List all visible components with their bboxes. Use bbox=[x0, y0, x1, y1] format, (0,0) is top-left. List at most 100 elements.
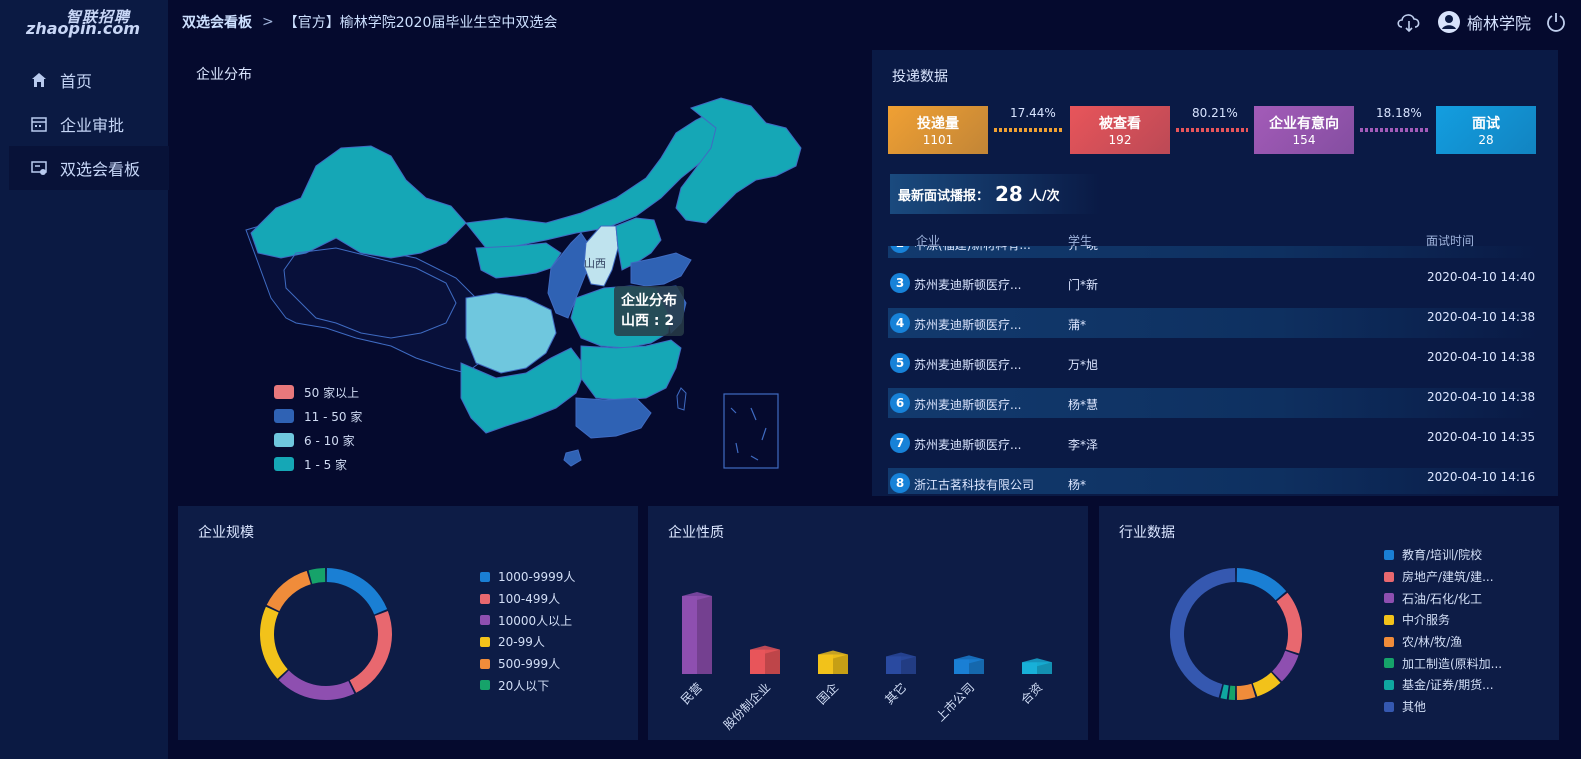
legend-item[interactable]: 基金/证券/期货... bbox=[1384, 674, 1502, 696]
table-row[interactable]: 7 苏州麦迪斯顿医疗... 李*泽 2020-04-10 14:35 bbox=[888, 428, 1538, 458]
legend-swatch bbox=[1384, 636, 1394, 647]
row-student: 万*旭 bbox=[1068, 358, 1099, 372]
donut-slice[interactable] bbox=[349, 611, 392, 693]
calendar-icon bbox=[31, 117, 47, 132]
scale-donut-chart[interactable] bbox=[246, 554, 406, 714]
legend-label: 1 - 5 家 bbox=[304, 457, 348, 472]
region-southwest bbox=[460, 347, 587, 434]
row-index-badge: 4 bbox=[890, 313, 910, 333]
donut-slice[interactable] bbox=[308, 568, 326, 584]
legend-swatch bbox=[274, 385, 294, 399]
bar[interactable] bbox=[886, 656, 916, 674]
legend-item[interactable]: 20人以下 bbox=[480, 674, 575, 696]
donut-slice[interactable] bbox=[266, 570, 311, 612]
nature-bar-chart[interactable]: 民营 股份制企业 国企 其它 上市公司 合资 bbox=[648, 506, 1088, 740]
report-count: 28 bbox=[995, 182, 1023, 206]
table-row[interactable]: 8 浙江古茗科技有限公司 杨* 2020-04-10 14:16 bbox=[888, 468, 1538, 494]
row-time: 2020-04-10 14:38 bbox=[1427, 390, 1536, 404]
bar[interactable] bbox=[750, 649, 780, 674]
table-row[interactable]: 3 苏州麦迪斯顿医疗... 门*新 2020-04-10 14:40 bbox=[888, 268, 1538, 298]
home-icon bbox=[32, 73, 46, 87]
top-right-actions: 榆林学院 bbox=[1395, 10, 1567, 34]
row-student: 乔*晓 bbox=[1068, 246, 1098, 253]
table-row[interactable]: 6 苏州麦迪斯顿医疗... 杨*慧 2020-04-10 14:38 bbox=[888, 388, 1538, 418]
donut-slice[interactable] bbox=[1236, 683, 1256, 700]
legend-item[interactable]: 农/林/牧/渔 bbox=[1384, 631, 1502, 653]
legend-item[interactable]: 石油/石化/化工 bbox=[1384, 587, 1502, 609]
bar-shade bbox=[901, 656, 916, 674]
sidebar-item-fair-dashboard[interactable]: 双选会看板 bbox=[9, 146, 169, 190]
funnel-stage: 投递量 1101 bbox=[888, 106, 988, 154]
donut-slice[interactable] bbox=[1236, 568, 1287, 601]
user-menu[interactable]: 榆林学院 bbox=[1437, 10, 1531, 34]
power-icon[interactable] bbox=[1545, 11, 1567, 33]
bar-top bbox=[750, 645, 780, 654]
funnel-stage-label: 企业有意向 bbox=[1269, 116, 1339, 132]
brand-logo[interactable]: 智联招聘 zhaopin.com bbox=[22, 4, 142, 42]
bar[interactable] bbox=[682, 596, 712, 674]
breadcrumb-section[interactable]: 双选会看板 bbox=[182, 15, 252, 31]
donut-slice[interactable] bbox=[1272, 650, 1299, 682]
enterprise-nature-panel: 企业性质 民营 股份制企业 国企 其它 上市公司 合资 bbox=[648, 506, 1088, 740]
funnel-stage-value: 1101 bbox=[922, 133, 954, 147]
donut-slice[interactable] bbox=[1252, 672, 1281, 697]
sidebar-item-home[interactable]: 首页 bbox=[0, 58, 168, 102]
legend-item[interactable]: 1000-9999人 bbox=[480, 566, 575, 588]
donut-slice[interactable] bbox=[1170, 568, 1236, 698]
sidebar-item-approval[interactable]: 企业审批 bbox=[0, 102, 168, 146]
legend-item[interactable]: 20-99人 bbox=[480, 631, 575, 653]
legend-item[interactable]: 房地产/建筑/建... bbox=[1384, 566, 1502, 588]
top-bar: 双选会看板 > 【官方】榆林学院2020届毕业生空中双选会 榆林学院 bbox=[168, 0, 1581, 44]
breadcrumb-page: 【官方】榆林学院2020届毕业生空中双选会 bbox=[283, 15, 558, 31]
industry-donut-chart[interactable] bbox=[1156, 554, 1316, 714]
legend-item[interactable]: 500-999人 bbox=[480, 653, 575, 675]
bar-shade bbox=[765, 649, 780, 674]
table-row[interactable]: 2中漂(福建)新材料有...乔*晓2020-04-10 15:21 bbox=[888, 246, 1538, 258]
row-company: 浙江古茗科技有限公司 bbox=[914, 478, 1035, 492]
map-legend-item[interactable]: 11 - 50 家 bbox=[274, 404, 362, 428]
legend-item[interactable]: 加工制造(原料加... bbox=[1384, 652, 1502, 674]
donut-slice[interactable] bbox=[1220, 684, 1229, 700]
donut-slice[interactable] bbox=[326, 568, 388, 615]
legend-swatch bbox=[1384, 701, 1394, 712]
legend-label: 500-999人 bbox=[498, 657, 561, 672]
row-time: 2020-04-10 14:16 bbox=[1427, 470, 1536, 484]
legend-item[interactable]: 10000人以上 bbox=[480, 609, 575, 631]
cloud-download-icon[interactable] bbox=[1395, 11, 1423, 33]
region-gansu bbox=[475, 242, 562, 279]
region-shaanxi bbox=[547, 232, 592, 319]
legend-label: 20人以下 bbox=[498, 678, 550, 693]
region-shanxi bbox=[583, 225, 619, 287]
legend-item[interactable]: 中介服务 bbox=[1384, 609, 1502, 631]
legend-item[interactable]: 教育/培训/院校 bbox=[1384, 544, 1502, 566]
bar[interactable] bbox=[954, 659, 984, 674]
china-map[interactable]: 山西 bbox=[176, 48, 866, 494]
row-student: 门*新 bbox=[1068, 278, 1099, 292]
funnel-conversion-rate: 17.44% bbox=[1010, 106, 1056, 120]
interview-report-banner: 最新面试播报： 28 人/次 bbox=[890, 174, 1100, 214]
donut-slice[interactable] bbox=[1276, 592, 1302, 654]
legend-swatch bbox=[1384, 658, 1394, 669]
interview-table-body[interactable]: 2中漂(福建)新材料有...乔*晓2020-04-10 15:21 3苏州麦迪斯顿… bbox=[888, 246, 1548, 494]
donut-slice[interactable] bbox=[260, 606, 288, 679]
legend-swatch bbox=[480, 615, 490, 626]
bar[interactable] bbox=[1022, 662, 1052, 674]
report-unit: 人/次 bbox=[1028, 188, 1060, 204]
donut-slice[interactable] bbox=[1228, 685, 1236, 700]
map-legend-item[interactable]: 50 家以上 bbox=[274, 380, 362, 404]
map-legend-item[interactable]: 1 - 5 家 bbox=[274, 452, 362, 476]
table-row[interactable]: 4 苏州麦迪斯顿医疗... 蒲* 2020-04-10 14:38 bbox=[888, 308, 1538, 338]
legend-item[interactable]: 100-499人 bbox=[480, 588, 575, 610]
donut-slice[interactable] bbox=[278, 670, 355, 700]
table-row[interactable]: 5 苏州麦迪斯顿医疗... 万*旭 2020-04-10 14:38 bbox=[888, 348, 1538, 378]
sidebar-item-label: 双选会看板 bbox=[60, 160, 141, 179]
sidebar-item-label: 首页 bbox=[60, 72, 93, 91]
region-hainan bbox=[563, 449, 582, 467]
column-student: 学生 bbox=[1068, 234, 1093, 248]
legend-swatch bbox=[1384, 679, 1394, 690]
row-student: 杨* bbox=[1068, 478, 1087, 492]
legend-swatch bbox=[480, 593, 490, 604]
map-legend-item[interactable]: 6 - 10 家 bbox=[274, 428, 362, 452]
legend-item[interactable]: 其他 bbox=[1384, 696, 1502, 718]
bar[interactable] bbox=[818, 654, 848, 675]
